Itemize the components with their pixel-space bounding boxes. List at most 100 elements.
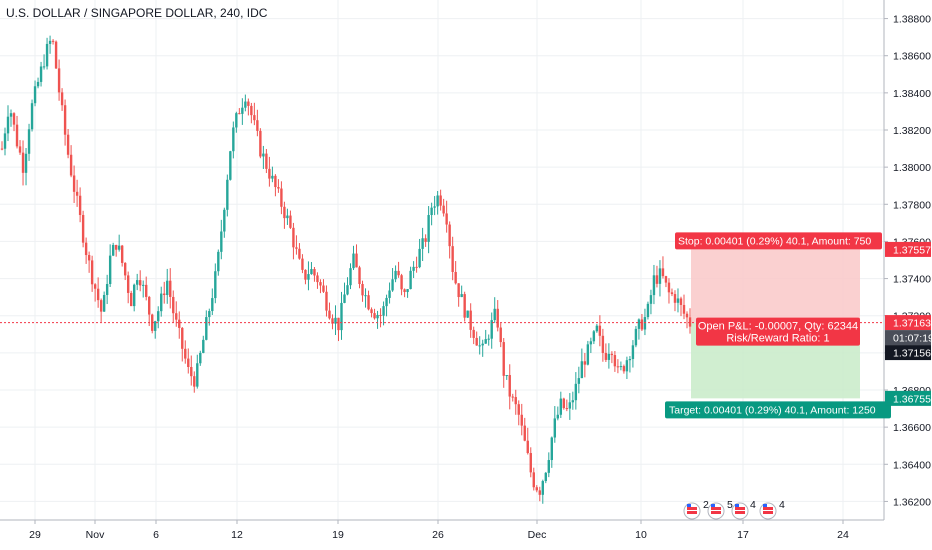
candle-body — [69, 154, 73, 176]
candle-body — [652, 275, 656, 296]
x-tick-label: 12 — [231, 529, 243, 541]
candle-body — [160, 293, 163, 312]
candle-body — [568, 402, 572, 409]
event-badge[interactable] — [683, 502, 701, 520]
pnl-box[interactable]: Open P&L: -0.00007, Qty: 62344 Risk/Rewa… — [696, 317, 860, 346]
candle-body — [424, 238, 427, 242]
candle-body — [262, 153, 265, 157]
candle-body — [36, 81, 40, 87]
candle-body — [361, 284, 364, 296]
candle-body — [556, 414, 560, 419]
target-label[interactable]: Target: 0.00401 (0.29%) 40.1, Amount: 12… — [665, 401, 891, 419]
candle-body — [598, 325, 602, 336]
candle-body — [394, 270, 397, 280]
x-tick-label: Nov — [86, 529, 105, 541]
candle-body — [123, 262, 127, 276]
candle-body — [505, 375, 508, 377]
candle-body — [15, 124, 19, 147]
x-tick-label: 26 — [432, 529, 444, 541]
candle-body — [232, 127, 235, 152]
candle-body — [256, 120, 259, 131]
stop-label[interactable]: Stop: 0.00401 (0.29%) 40.1, Amount: 750 — [675, 232, 882, 250]
candle-body — [99, 300, 103, 312]
candle-body — [451, 246, 454, 272]
candle-body — [529, 453, 532, 473]
candle-body — [340, 302, 343, 331]
candle-body — [81, 214, 85, 243]
candle-body — [580, 361, 584, 379]
candle-body — [586, 344, 590, 365]
candle-body — [217, 251, 220, 272]
candle-body — [259, 130, 262, 157]
grid-lines — [0, 0, 884, 520]
candle-body — [271, 175, 274, 179]
candle-body — [60, 92, 64, 106]
pnl-line-1: Open P&L: -0.00007, Qty: 62344 — [698, 321, 858, 333]
candle-body — [484, 339, 487, 344]
candle-body — [322, 285, 325, 292]
x-tick-label: 6 — [153, 529, 159, 541]
candle-body — [247, 101, 250, 106]
event-badges[interactable]: 2 5 4 4 — [683, 499, 785, 520]
candle-body — [298, 248, 301, 259]
candle-body — [643, 317, 647, 330]
candle-body — [478, 345, 481, 347]
candle-body — [286, 215, 289, 219]
candle-body — [51, 40, 55, 42]
candle-body — [6, 116, 10, 134]
candle-body — [157, 311, 160, 322]
candle-body — [181, 327, 184, 349]
candle-body — [349, 268, 352, 286]
event-badge[interactable] — [707, 502, 725, 520]
candle-body — [490, 320, 493, 339]
candle-body — [163, 293, 166, 296]
candle-body — [301, 258, 304, 270]
candle-body — [280, 188, 283, 207]
candle-body — [382, 306, 385, 316]
candle-body — [631, 345, 635, 360]
candle-body — [319, 282, 322, 286]
candle-body — [391, 279, 394, 291]
candle-body — [685, 313, 689, 318]
candle-body — [114, 244, 118, 250]
candle-body — [355, 253, 358, 268]
x-tick-label: 17 — [737, 529, 749, 541]
candle-body — [352, 253, 355, 269]
candle-body — [520, 414, 523, 426]
candle-body — [169, 280, 172, 297]
candle-body — [400, 275, 403, 290]
candle-body — [268, 168, 271, 179]
candle-body — [223, 209, 226, 232]
candle-body — [535, 487, 538, 491]
event-badge[interactable] — [759, 502, 777, 520]
event-badge[interactable] — [731, 502, 749, 520]
current-price-label: 1.37163 — [885, 315, 931, 331]
candle-body — [610, 353, 614, 356]
candle-body — [628, 359, 632, 361]
candle-body — [646, 303, 650, 318]
y-tick-label: 1.38800 — [893, 14, 931, 26]
event-badge-count: 2 — [703, 499, 709, 511]
candle-body — [9, 113, 13, 117]
candle-body — [532, 472, 535, 488]
stop-zone[interactable] — [691, 249, 860, 323]
candle-body — [175, 313, 178, 320]
candle-body — [289, 215, 292, 228]
candle-body — [592, 331, 596, 342]
candle-body — [559, 398, 563, 415]
candle-body — [496, 308, 499, 328]
candle-body — [676, 298, 680, 303]
candle-body — [619, 366, 623, 368]
candle-body — [145, 284, 148, 297]
candle-body — [346, 285, 349, 295]
candle-body — [514, 397, 517, 405]
candle-body — [667, 282, 671, 293]
candle-body — [126, 275, 130, 293]
candle-body — [379, 314, 382, 316]
candle-body — [472, 329, 475, 338]
candle-body — [538, 490, 541, 495]
candle-body — [135, 280, 139, 285]
candle-body — [132, 284, 136, 307]
candle-body — [3, 133, 7, 149]
